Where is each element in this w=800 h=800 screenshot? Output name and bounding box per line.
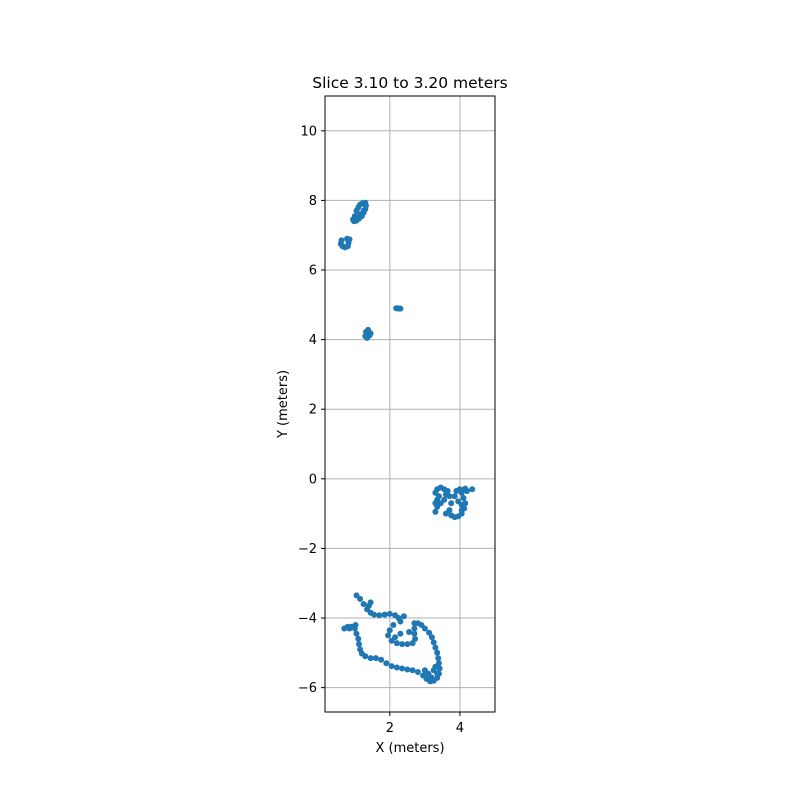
data-point xyxy=(364,334,371,341)
data-point xyxy=(446,493,453,500)
data-point xyxy=(381,611,388,618)
y-tick-label: 2 xyxy=(309,403,317,418)
data-point xyxy=(353,630,360,637)
data-point xyxy=(352,622,359,628)
data-point xyxy=(386,627,393,634)
x-tick-label: 4 xyxy=(456,721,464,736)
data-point xyxy=(469,486,476,493)
data-point xyxy=(351,218,358,225)
data-point xyxy=(346,236,353,243)
y-tick-label: −4 xyxy=(298,612,317,627)
chart-title: Slice 3.10 to 3.20 meters xyxy=(312,74,508,92)
data-point xyxy=(412,635,419,642)
data-point xyxy=(430,639,437,646)
y-tick-label: −2 xyxy=(298,542,317,557)
data-point xyxy=(428,634,435,641)
data-point xyxy=(448,500,455,507)
data-point xyxy=(432,644,439,651)
data-point xyxy=(367,330,374,337)
data-point xyxy=(376,612,383,619)
data-point xyxy=(444,488,451,494)
data-point xyxy=(458,501,465,508)
data-point xyxy=(404,666,411,673)
data-point xyxy=(411,625,418,632)
data-point xyxy=(357,595,364,602)
data-point xyxy=(388,663,395,670)
data-point xyxy=(360,207,367,214)
data-point xyxy=(383,660,390,667)
data-point xyxy=(426,629,433,636)
data-point xyxy=(399,665,406,672)
data-point xyxy=(372,655,379,662)
data-point xyxy=(435,655,442,662)
x-tick-label: 2 xyxy=(386,721,394,736)
data-point xyxy=(392,634,399,641)
x-axis-label: X (meters) xyxy=(375,741,444,756)
data-point xyxy=(397,305,404,312)
data-point xyxy=(428,674,435,681)
data-point xyxy=(404,641,411,648)
data-point xyxy=(411,620,418,627)
data-point xyxy=(371,611,378,618)
data-point xyxy=(432,500,439,507)
grid xyxy=(325,96,495,712)
data-point xyxy=(367,655,374,662)
data-point xyxy=(362,653,369,660)
data-point xyxy=(435,493,442,500)
y-axis: −6 −4 −2 0 2 4 6 8 10 xyxy=(298,124,325,696)
data-points xyxy=(337,199,476,685)
data-point xyxy=(386,610,393,617)
plot-frame xyxy=(324,95,496,713)
data-point xyxy=(460,495,467,501)
data-point xyxy=(414,669,421,675)
data-point xyxy=(411,630,418,637)
data-point xyxy=(432,663,439,670)
data-point xyxy=(409,667,416,674)
data-point xyxy=(393,664,400,671)
data-point xyxy=(434,670,441,677)
data-point xyxy=(385,632,392,639)
data-point xyxy=(378,656,385,663)
data-point xyxy=(406,629,413,635)
data-point xyxy=(432,508,439,515)
data-point xyxy=(397,630,404,637)
data-point xyxy=(393,640,400,647)
data-point xyxy=(390,622,397,628)
y-tick-label: 6 xyxy=(309,264,317,279)
data-point xyxy=(442,510,449,517)
y-axis-label: Y (meters) xyxy=(276,370,291,439)
data-point xyxy=(399,641,406,648)
data-point xyxy=(434,649,441,656)
data-point xyxy=(451,493,458,500)
y-tick-label: 10 xyxy=(300,124,317,139)
data-point xyxy=(360,601,367,608)
data-point xyxy=(356,641,362,648)
data-point xyxy=(400,613,407,620)
data-point xyxy=(355,635,362,642)
y-tick-label: 4 xyxy=(309,333,317,348)
data-point xyxy=(462,485,469,492)
data-point xyxy=(346,625,353,632)
y-tick-label: 0 xyxy=(309,472,317,487)
y-tick-label: −6 xyxy=(298,681,317,696)
data-point xyxy=(421,667,428,674)
data-point xyxy=(453,488,460,494)
data-point xyxy=(458,507,465,514)
data-point xyxy=(397,618,404,625)
data-point xyxy=(365,602,372,609)
y-tick-label: 8 xyxy=(309,194,317,209)
